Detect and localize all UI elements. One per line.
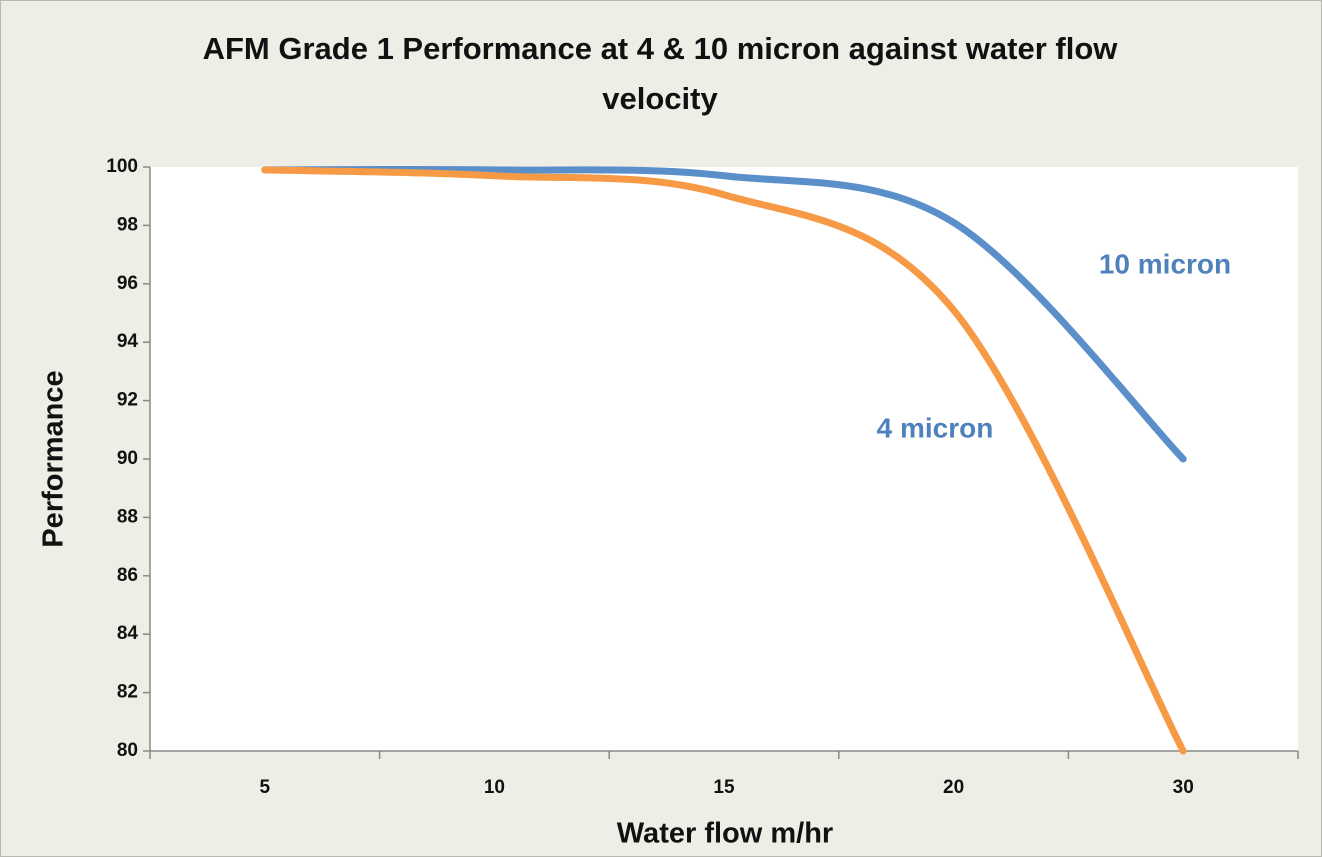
y-tick-label: 98 [117,214,138,235]
chart-title: AFM Grade 1 Performance at 4 & 10 micron… [202,31,1118,116]
series-line [261,166,1187,755]
y-tick-label: 94 [117,331,139,352]
y-tick-label: 100 [106,156,138,177]
y-tick-label: 90 [117,448,138,469]
x-tick-label: 20 [943,777,964,798]
y-tick-label: 84 [117,623,139,644]
x-tick-label: 15 [713,777,735,798]
y-tick-label: 96 [117,273,138,294]
y-tick-label: 92 [117,390,138,411]
series-label: 4 micron [877,412,994,443]
x-tick-label: 30 [1173,777,1194,798]
y-tick-label: 88 [117,506,138,527]
x-tick-label: 10 [484,777,505,798]
series-line [261,165,1187,463]
x-tick-label: 5 [260,777,271,798]
y-tick-label: 82 [117,682,138,703]
y-axis-label: Performance [38,370,70,547]
series-label: 10 micron [1099,248,1231,279]
plot-area [150,167,1298,751]
y-tick-label: 86 [117,565,138,586]
y-tick-label: 80 [117,740,138,761]
x-axis-label: Water flow m/hr [617,818,833,850]
